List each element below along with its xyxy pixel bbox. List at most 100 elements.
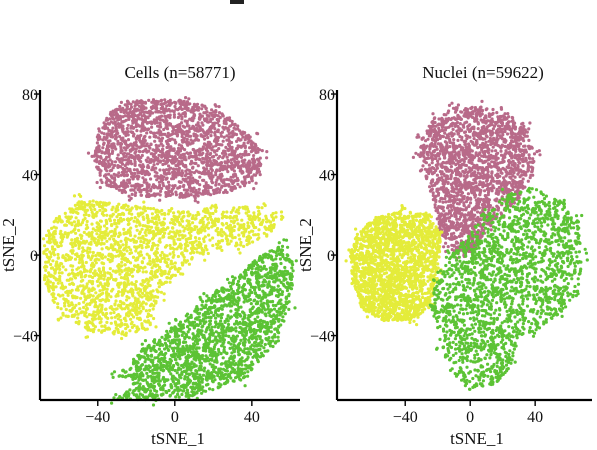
cell-point bbox=[107, 252, 111, 256]
cell-point bbox=[171, 250, 175, 254]
cell-point bbox=[158, 259, 163, 264]
cell-point bbox=[110, 223, 114, 227]
cell-point bbox=[260, 206, 264, 210]
cell-point bbox=[137, 236, 141, 240]
cell-point bbox=[194, 247, 198, 251]
cell-point bbox=[226, 238, 230, 242]
cell-point bbox=[173, 261, 177, 265]
cell-point bbox=[225, 221, 229, 226]
cell-point bbox=[91, 250, 95, 255]
cell-point bbox=[93, 207, 97, 212]
cell-point bbox=[90, 210, 94, 214]
cell-point bbox=[189, 193, 193, 197]
cell-point bbox=[143, 173, 147, 177]
cell-point bbox=[244, 153, 248, 157]
cell-point bbox=[101, 210, 105, 214]
cell-point bbox=[196, 123, 200, 127]
cell-point bbox=[236, 137, 240, 141]
cell-point bbox=[247, 180, 251, 184]
cell-point bbox=[226, 147, 230, 152]
cell-point bbox=[97, 253, 101, 257]
cell-point bbox=[201, 346, 205, 350]
cell-point bbox=[142, 141, 146, 145]
cell-point bbox=[69, 291, 73, 295]
cell-point bbox=[146, 156, 150, 160]
cell-point bbox=[61, 293, 65, 297]
cell-point bbox=[152, 163, 156, 167]
cell-point bbox=[226, 129, 230, 133]
cell-point bbox=[176, 152, 180, 156]
cell-point bbox=[113, 320, 117, 324]
cell-point bbox=[123, 139, 127, 143]
cell-point bbox=[196, 210, 200, 215]
cell-point bbox=[145, 131, 149, 135]
cell-point bbox=[180, 159, 184, 163]
cell-point bbox=[106, 327, 110, 331]
cell-point bbox=[265, 150, 269, 154]
cell-point bbox=[165, 177, 169, 181]
cell-point bbox=[157, 218, 161, 222]
cell-point bbox=[249, 150, 253, 154]
cell-point bbox=[216, 226, 220, 231]
cell-point bbox=[167, 209, 171, 213]
cell-point bbox=[274, 254, 279, 258]
cell-point bbox=[107, 140, 111, 144]
cell-point bbox=[157, 115, 162, 119]
cell-point bbox=[149, 152, 153, 156]
cell-point bbox=[158, 131, 163, 135]
cell-point bbox=[84, 260, 88, 265]
cell-point bbox=[265, 233, 269, 237]
cell-point bbox=[119, 318, 123, 322]
cell-point bbox=[219, 245, 223, 249]
cell-point bbox=[129, 302, 133, 306]
cell-point bbox=[187, 262, 191, 266]
cell-point bbox=[164, 100, 168, 105]
cell-point bbox=[167, 107, 171, 112]
cell-point bbox=[76, 203, 80, 207]
cell-point bbox=[82, 230, 86, 234]
cell-point bbox=[151, 216, 156, 220]
cell-point bbox=[88, 279, 92, 283]
cell-point bbox=[120, 149, 124, 153]
cell-point bbox=[135, 107, 139, 111]
cell-point bbox=[103, 125, 108, 129]
cell-point bbox=[130, 113, 134, 118]
cell-point bbox=[110, 160, 114, 164]
cell-point bbox=[98, 208, 102, 212]
cell-point bbox=[216, 128, 220, 132]
cell-point bbox=[228, 141, 232, 145]
cell-point bbox=[222, 135, 226, 139]
cell-point bbox=[153, 263, 158, 267]
cell-point bbox=[135, 228, 139, 232]
cell-point bbox=[234, 319, 239, 323]
cell-point bbox=[183, 226, 187, 231]
cell-point bbox=[161, 151, 165, 155]
cell-point bbox=[141, 307, 145, 311]
cell-point bbox=[172, 148, 176, 152]
cell-point bbox=[234, 132, 239, 137]
cell-point bbox=[155, 221, 159, 225]
cell-point bbox=[57, 215, 61, 219]
cell-point bbox=[194, 386, 198, 390]
cell-point bbox=[220, 212, 224, 216]
cell-point bbox=[159, 174, 163, 178]
cell-point bbox=[196, 108, 200, 112]
cell-point bbox=[78, 307, 82, 311]
cell-point bbox=[254, 233, 258, 237]
cell-point bbox=[60, 240, 64, 244]
cell-point bbox=[245, 167, 249, 171]
cell-point bbox=[214, 183, 218, 187]
cell-point bbox=[150, 168, 154, 172]
cell-point bbox=[223, 214, 227, 219]
cell-point bbox=[221, 113, 225, 117]
cell-point bbox=[210, 325, 214, 329]
cell-point bbox=[141, 107, 145, 111]
cell-point bbox=[144, 309, 148, 313]
cell-point bbox=[110, 129, 114, 133]
cell-point bbox=[63, 211, 67, 215]
cells-panel: Cells (n=58771) tSNE_1 tSNE_2 −40 0 408040… bbox=[0, 63, 300, 448]
cell-point bbox=[119, 219, 123, 223]
cell-point bbox=[42, 250, 46, 254]
cell-point bbox=[128, 167, 132, 171]
cell-point bbox=[205, 146, 209, 150]
